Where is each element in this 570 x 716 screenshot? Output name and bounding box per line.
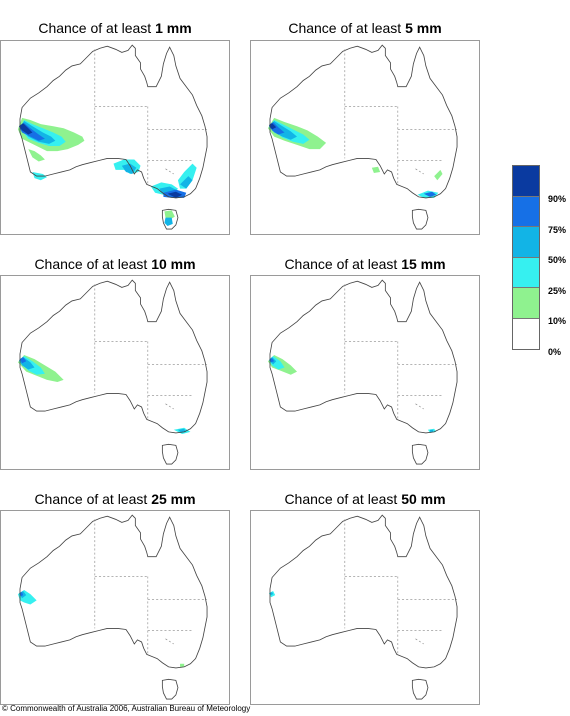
coastline [269,44,458,230]
rain-probability-area [423,191,437,197]
rain-probability-area [19,121,56,144]
rain-probability-area [18,123,33,135]
rain-probability-area [164,210,175,220]
rain-probability-area [434,169,443,181]
australia-map [267,279,458,465]
legend-swatch-90 [513,166,539,197]
panel-title-1mm: Chance of at least 1 mm [38,20,192,36]
state-border [415,168,424,175]
panel-title-5mm: Chance of at least 5 mm [288,20,442,36]
coastline [19,44,208,230]
rain-probability-area [167,191,183,198]
map-panel-15mm [250,275,480,470]
map-panel-50mm [250,510,480,705]
panel-title-50mm: Chance of at least 50 mm [284,491,446,507]
coastline [19,514,208,700]
rain-probability-area [269,592,274,596]
rain-probability-area [430,429,434,432]
map-panel-10mm [0,275,230,470]
map-panel-5mm [250,40,480,235]
australia-map [267,44,458,230]
panel-title-25mm: Chance of at least 25 mm [34,491,196,507]
australia-map [17,279,208,465]
legend-swatch-75 [513,196,539,227]
rain-probability-area [19,357,27,364]
australia-map [268,514,458,700]
state-border [415,403,424,410]
coastline [269,279,458,465]
legend-swatch-0 [513,318,539,349]
rain-probability-area [269,358,275,363]
probability-legend [512,165,540,350]
panel-title-10mm: Chance of at least 10 mm [34,256,196,272]
state-border [165,403,174,410]
state-border [165,168,174,175]
legend-label-75: 75% [548,225,567,235]
legend-swatch-25 [513,257,539,288]
legend-label-25: 25% [548,286,567,296]
australia-map [17,514,208,700]
legend-swatch-50 [513,227,539,258]
map-panel-1mm [0,40,230,235]
rain-probability-area [371,166,381,173]
rain-probability-area [28,149,45,162]
rain-probability-area [164,217,173,226]
legend-label-0: 0% [548,347,562,357]
rain-probability-area [180,176,193,189]
rain-probability-area [180,663,185,667]
panel-title-15mm: Chance of at least 15 mm [284,256,446,272]
map-panel-25mm [0,510,230,705]
state-border [165,638,174,645]
legend-label-90: 90% [548,194,567,204]
coastline [269,514,458,700]
rain-probability-area [268,123,277,130]
legend-label-10: 10% [548,316,567,326]
australia-map [17,44,208,230]
rain-probability-area [17,589,37,605]
state-border [415,638,424,645]
legend-swatch-10 [513,288,539,319]
legend-label-50: 50% [548,255,567,265]
rain-probability-area [19,592,24,597]
copyright-footer: © Commonwealth of Australia 2006, Austra… [2,704,251,713]
coastline [19,279,208,465]
